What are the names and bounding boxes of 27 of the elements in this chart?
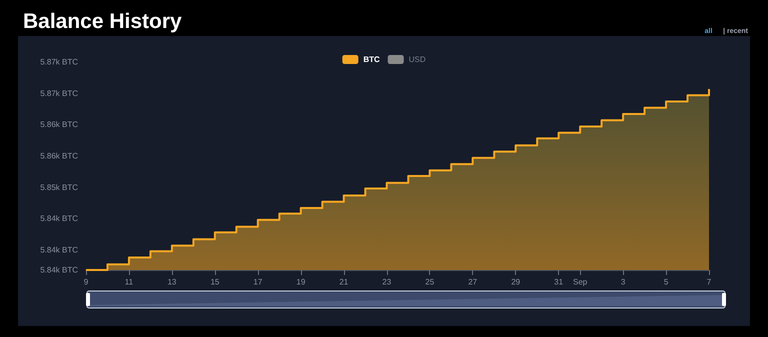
x-tick-label: Sep — [572, 278, 588, 286]
x-tick-label: 11 — [124, 278, 134, 286]
x-tick-label: 3 — [620, 278, 626, 286]
y-tick-label: 5.86k BTC — [40, 120, 78, 130]
x-tick-label: 7 — [706, 278, 712, 286]
x-tick-label: 23 — [382, 278, 392, 286]
y-tick-label: 5.85k BTC — [40, 182, 78, 192]
y-tick-label: 5.86k BTC — [40, 151, 78, 160]
x-tick-label: 9 — [84, 278, 89, 286]
y-tick-label: 5.87k BTC — [40, 88, 78, 98]
y-tick-label: 5.84k BTC — [40, 266, 78, 274]
x-tick-label: 21 — [339, 278, 349, 286]
x-tick-label: 29 — [511, 278, 521, 286]
y-tick-label: 5.87k BTC — [40, 58, 78, 66]
x-tick-label: 19 — [296, 278, 306, 286]
x-tick-label: 13 — [167, 278, 177, 286]
legend-label: USD — [408, 55, 426, 64]
chart-title: Balance History — [23, 10, 182, 33]
y-tick-label: 5.84k BTC — [40, 245, 78, 254]
legend-label: BTC — [363, 55, 380, 64]
x-tick-label: 17 — [253, 278, 263, 286]
x-tick-label: 31 — [554, 278, 564, 286]
x-tick-label: 25 — [425, 278, 435, 286]
y-tick-label: 5.84k BTC — [40, 214, 78, 224]
x-tick-label: 27 — [468, 278, 478, 286]
x-tick-label: 5 — [664, 278, 669, 286]
x-tick-label: 15 — [210, 278, 220, 286]
